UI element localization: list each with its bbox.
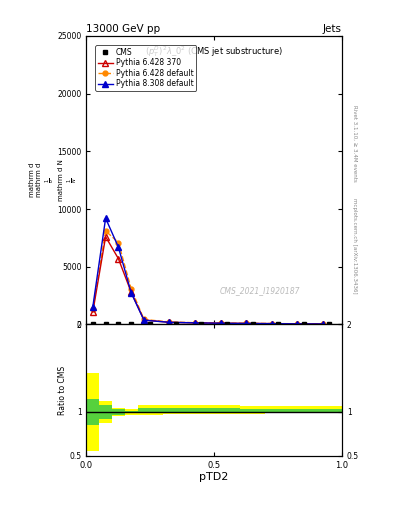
Pythia 8.308 default — [90, 304, 95, 310]
Pythia 6.428 370 — [116, 255, 121, 262]
Pythia 6.428 370 — [103, 233, 108, 240]
Pythia 6.428 default — [218, 320, 223, 326]
Text: mcplots.cern.ch [arXiv:1306.3436]: mcplots.cern.ch [arXiv:1306.3436] — [352, 198, 357, 293]
Line: Pythia 6.428 370: Pythia 6.428 370 — [90, 233, 326, 327]
Pythia 8.308 default — [116, 244, 121, 250]
CMS — [301, 322, 306, 328]
Pythia 6.428 default — [90, 306, 95, 312]
Pythia 8.308 default — [167, 319, 172, 326]
Pythia 8.308 default — [320, 321, 325, 327]
Pythia 8.308 default — [218, 320, 223, 326]
X-axis label: pTD2: pTD2 — [200, 472, 229, 482]
Pythia 6.428 370 — [193, 319, 197, 326]
Pythia 8.308 default — [269, 321, 274, 327]
Pythia 8.308 default — [141, 317, 146, 323]
CMS — [90, 322, 95, 328]
Pythia 6.428 370 — [269, 321, 274, 327]
Pythia 6.428 default — [320, 321, 325, 327]
Pythia 6.428 default — [129, 286, 134, 292]
Pythia 8.308 default — [295, 321, 299, 327]
CMS — [103, 322, 108, 328]
Pythia 6.428 370 — [320, 321, 325, 327]
Text: Jets: Jets — [323, 24, 342, 34]
Pythia 6.428 default — [193, 319, 197, 326]
Pythia 6.428 370 — [244, 321, 248, 327]
Pythia 6.428 370 — [141, 317, 146, 323]
Pythia 6.428 default — [244, 320, 248, 326]
Pythia 6.428 370 — [167, 319, 172, 325]
CMS — [148, 322, 152, 328]
Pythia 6.428 default — [167, 319, 172, 325]
Pythia 6.428 370 — [129, 289, 134, 295]
Pythia 8.308 default — [193, 320, 197, 326]
Line: Pythia 6.428 default: Pythia 6.428 default — [90, 228, 325, 326]
CMS — [276, 322, 281, 328]
Pythia 6.428 default — [269, 321, 274, 327]
CMS — [250, 322, 255, 328]
Line: Pythia 8.308 default: Pythia 8.308 default — [90, 215, 326, 327]
Text: 13000 GeV pp: 13000 GeV pp — [86, 24, 161, 34]
Pythia 6.428 default — [116, 240, 121, 246]
CMS — [225, 322, 230, 328]
Pythia 6.428 default — [141, 316, 146, 323]
CMS — [327, 322, 332, 328]
Pythia 8.308 default — [129, 290, 134, 296]
CMS — [199, 322, 204, 328]
Y-axis label: Ratio to CMS: Ratio to CMS — [58, 366, 67, 415]
Pythia 6.428 370 — [295, 321, 299, 327]
Text: CMS_2021_I1920187: CMS_2021_I1920187 — [219, 287, 300, 295]
Text: $(p_T^D)^2\lambda\_0^2$ (CMS jet substructure): $(p_T^D)^2\lambda\_0^2$ (CMS jet substru… — [145, 45, 283, 59]
Pythia 6.428 370 — [218, 320, 223, 326]
Pythia 8.308 default — [244, 321, 248, 327]
Text: Rivet 3.1.10, ≥ 3.4M events: Rivet 3.1.10, ≥ 3.4M events — [352, 105, 357, 182]
CMS — [129, 322, 134, 328]
Pythia 6.428 default — [295, 321, 299, 327]
Pythia 6.428 370 — [90, 309, 95, 315]
Y-axis label: mathrm d
mathrm d
$\frac{1}{\sigma}$
mathrm d N
$\frac{1}{N}$: mathrm d mathrm d $\frac{1}{\sigma}$ mat… — [29, 159, 80, 201]
Pythia 6.428 default — [103, 228, 108, 234]
CMS — [116, 322, 121, 328]
Pythia 8.308 default — [103, 215, 108, 221]
CMS — [174, 322, 178, 328]
Legend: CMS, Pythia 6.428 370, Pythia 6.428 default, Pythia 8.308 default: CMS, Pythia 6.428 370, Pythia 6.428 defa… — [95, 46, 196, 91]
Line: CMS: CMS — [91, 323, 331, 327]
